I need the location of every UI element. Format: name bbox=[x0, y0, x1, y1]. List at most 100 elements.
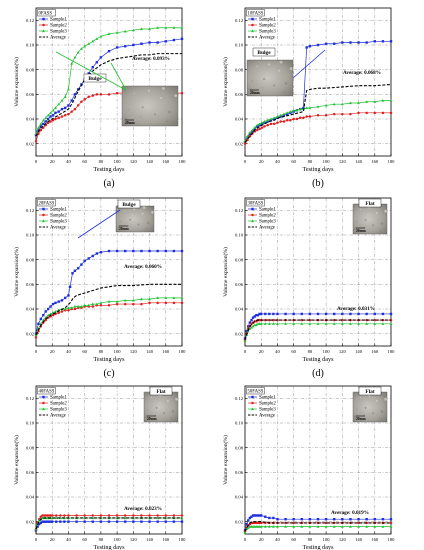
data-point bbox=[300, 518, 303, 521]
data-point bbox=[172, 301, 176, 305]
data-point bbox=[365, 312, 368, 316]
data-point bbox=[248, 321, 252, 324]
x-tick-label: 40 bbox=[66, 159, 71, 164]
data-point bbox=[63, 514, 66, 517]
chart-panel-2: 0 20 40 60 80 100 120 140 160 180 0.02 0.04 0.06 0.08… bbox=[222, 7, 396, 189]
scale-text: 20mm bbox=[250, 91, 260, 95]
legend-label: Sample2 bbox=[50, 24, 67, 29]
data-point bbox=[247, 519, 250, 522]
series-sample3 bbox=[243, 525, 393, 534]
photo-texture bbox=[146, 221, 150, 225]
average-line bbox=[244, 521, 391, 532]
photo-texture bbox=[154, 113, 157, 116]
data-point bbox=[279, 113, 283, 117]
series-sample1 bbox=[34, 249, 184, 335]
data-point bbox=[381, 525, 385, 528]
x-tick-label: 140 bbox=[146, 537, 154, 542]
data-point bbox=[156, 296, 160, 299]
photo-texture bbox=[284, 82, 288, 85]
data-point bbox=[140, 27, 143, 31]
photo-texture bbox=[137, 223, 140, 226]
data-point bbox=[71, 272, 74, 275]
data-point bbox=[258, 122, 261, 126]
y-tick-label: 0.10 bbox=[235, 43, 244, 48]
data-point bbox=[46, 113, 50, 117]
data-point bbox=[298, 107, 302, 111]
data-point bbox=[256, 514, 260, 517]
data-point bbox=[91, 305, 95, 308]
legend-label: Sample2 bbox=[259, 402, 276, 407]
x-tick-label: 180 bbox=[388, 159, 396, 164]
data-point bbox=[349, 312, 352, 316]
sample-tag-text: 40FASS bbox=[39, 390, 55, 395]
photo-texture bbox=[251, 80, 253, 82]
data-point bbox=[140, 297, 143, 301]
data-point bbox=[107, 300, 111, 303]
legend-label: Sample1 bbox=[259, 18, 276, 23]
x-tick-label: 120 bbox=[130, 159, 138, 164]
data-point bbox=[243, 339, 247, 343]
y-tick-label: 0.02 bbox=[235, 519, 244, 524]
photo-texture bbox=[139, 116, 142, 118]
data-point bbox=[76, 50, 80, 54]
data-point bbox=[308, 45, 312, 48]
data-point bbox=[148, 41, 151, 44]
sample-tag-box bbox=[246, 9, 265, 17]
data-point bbox=[73, 107, 77, 111]
series-line bbox=[244, 112, 391, 144]
photo-texture bbox=[372, 224, 375, 227]
photo-texture bbox=[256, 65, 258, 68]
y-tick-label: 0.06 bbox=[235, 92, 244, 97]
data-point bbox=[42, 122, 45, 126]
series-sample2 bbox=[243, 318, 393, 342]
photo-texture bbox=[175, 397, 179, 401]
photo-texture bbox=[384, 209, 388, 213]
photo-texture bbox=[154, 414, 156, 416]
data-point bbox=[51, 520, 54, 523]
data-point bbox=[308, 322, 312, 325]
x-tick-label: 100 bbox=[114, 349, 122, 354]
x-tick-label: 120 bbox=[339, 159, 347, 164]
y-tick-label: 0.12 bbox=[235, 208, 244, 213]
data-point bbox=[381, 40, 385, 43]
y-tick-label: 0.10 bbox=[26, 233, 35, 238]
data-point bbox=[316, 525, 320, 528]
legend-label: Average bbox=[259, 36, 275, 41]
data-point bbox=[95, 302, 99, 306]
x-tick-label: 20 bbox=[50, 349, 55, 354]
data-point bbox=[107, 514, 111, 517]
y-axis-label: Volume expansion(%) bbox=[13, 247, 20, 297]
data-point bbox=[255, 128, 259, 132]
series-sample3 bbox=[34, 26, 184, 135]
photo-texture bbox=[168, 110, 172, 114]
data-point bbox=[73, 305, 77, 308]
series-average bbox=[35, 517, 182, 530]
photo-texture bbox=[150, 396, 153, 398]
photo-texture bbox=[356, 221, 358, 223]
data-point bbox=[255, 125, 259, 128]
data-point bbox=[305, 115, 308, 118]
data-point bbox=[80, 100, 83, 103]
data-point bbox=[115, 31, 119, 34]
data-point bbox=[37, 518, 41, 522]
legend-label: Sample3 bbox=[259, 30, 276, 35]
plot-frame bbox=[244, 7, 392, 157]
plot-frame bbox=[244, 385, 392, 535]
photo-label-box bbox=[358, 198, 382, 208]
photo-label: Bulge bbox=[257, 50, 271, 56]
sample-tag: 0FASS bbox=[37, 9, 56, 17]
data-point bbox=[54, 309, 57, 313]
data-point bbox=[284, 518, 287, 521]
legend-marker bbox=[42, 395, 45, 399]
data-point bbox=[67, 112, 70, 116]
data-point bbox=[333, 518, 336, 521]
data-point bbox=[276, 121, 279, 124]
data-point bbox=[148, 249, 151, 253]
data-point bbox=[333, 42, 336, 45]
y-tick-label: 0.06 bbox=[26, 92, 35, 97]
y-tick-label: 0.10 bbox=[26, 421, 35, 426]
data-point bbox=[83, 514, 86, 517]
data-point bbox=[357, 41, 360, 44]
chart-panel-6: 0 20 40 60 80 100 120 140 160 180 0.02 0.04 0.06 0.08… bbox=[222, 385, 395, 550]
